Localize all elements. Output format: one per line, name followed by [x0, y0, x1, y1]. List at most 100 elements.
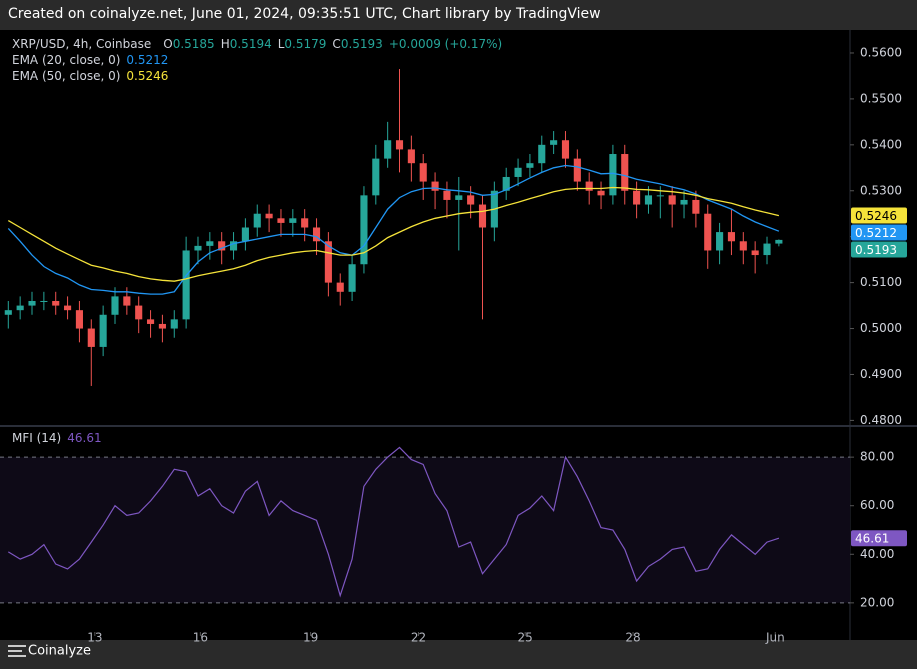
y-tick-label: 0.4900: [860, 367, 902, 381]
last-value-label: 0.5212: [855, 226, 897, 240]
y-tick-label: 0.5600: [860, 45, 902, 59]
candle-body: [751, 250, 759, 256]
candle-body: [668, 195, 676, 205]
candle-body: [324, 241, 332, 283]
ohlc-value: 0.5185: [173, 37, 215, 51]
candle-body: [633, 190, 641, 205]
ohlc-label: L: [278, 37, 285, 51]
ema-line: [7, 186, 780, 282]
ohlc-value: 0.5179: [284, 37, 326, 51]
candle-body: [419, 163, 427, 182]
footer-bar: [0, 640, 917, 669]
candle-body: [656, 195, 664, 197]
last-value-label-bg: [851, 224, 907, 241]
ohlc-value: 0.5194: [230, 37, 272, 51]
ema-line: [7, 164, 780, 295]
candle-body: [692, 199, 700, 214]
candle-body: [253, 213, 261, 228]
candle-body: [277, 218, 285, 223]
candle-body: [289, 218, 297, 223]
candle-body: [763, 243, 771, 256]
y-tick-label: 0.5300: [860, 183, 902, 197]
candle-body: [147, 319, 155, 324]
candle-body: [716, 232, 724, 251]
candle-body: [87, 328, 95, 347]
y-tick-label: 0.5100: [860, 275, 902, 289]
legend-ema-name: EMA (50, close, 0): [12, 69, 120, 83]
candle-body: [704, 213, 712, 251]
candle-body: [28, 300, 36, 306]
last-value-label: 0.5246: [855, 209, 897, 223]
brand-icon: [8, 645, 26, 657]
legend-title: XRP/USD, 4h, Coinbase: [12, 37, 151, 51]
candle-body: [478, 204, 487, 228]
candle-body: [170, 319, 178, 329]
candle-body: [372, 158, 380, 196]
candle-body: [526, 163, 534, 168]
candle-body: [40, 300, 48, 302]
x-tick-label: 22: [411, 631, 426, 645]
candle-body: [111, 296, 119, 315]
y-tick-label: 0.5000: [860, 321, 902, 335]
x-tick-label: 28: [625, 631, 640, 645]
candle-body: [644, 195, 653, 205]
candle-body: [75, 310, 83, 329]
y-tick-label: 20.00: [860, 595, 894, 609]
candle-body: [727, 232, 736, 242]
candle-body: [455, 195, 463, 200]
last-value-label: 0.5193: [855, 243, 897, 257]
candle-body: [206, 241, 214, 246]
x-tick-label: 13: [87, 631, 102, 645]
candle-body: [443, 190, 451, 200]
candle-body: [538, 144, 546, 164]
legend-change: +0.0009 (+0.17%): [389, 37, 502, 51]
mfi-band: [0, 457, 850, 603]
candle-body: [336, 282, 344, 292]
y-tick-label: 40.00: [860, 547, 894, 561]
legend-ema-value: 0.5212: [126, 53, 168, 67]
legend-mfi-name: MFI (14): [12, 431, 61, 445]
candle-body: [52, 300, 60, 306]
candle-body: [739, 241, 747, 251]
candle-body: [573, 158, 581, 182]
candle-body: [585, 181, 593, 191]
x-tick-label: 16: [193, 631, 208, 645]
candle-body: [99, 314, 107, 347]
candle-body: [312, 227, 321, 242]
candle-body: [4, 310, 12, 315]
last-value-label-bg: [851, 530, 907, 547]
brand[interactable]: Coinalyze: [28, 644, 91, 659]
y-tick-label: 0.5500: [860, 91, 902, 105]
x-tick-label: Jun: [765, 631, 785, 645]
ohlc-label: H: [221, 37, 230, 51]
legend-mfi-value: 46.61: [67, 431, 101, 445]
candle-body: [123, 296, 131, 306]
legend-ema: EMA (50, close, 0) 0.5246: [12, 69, 168, 83]
candle-body: [561, 140, 570, 159]
header-text: Created on coinalyze.net, June 01, 2024,…: [8, 6, 601, 22]
candle-body: [395, 140, 404, 150]
candle-body: [158, 323, 166, 329]
legend-ohlc: XRP/USD, 4h, Coinbase O0.5185 H0.5194 L0.51…: [12, 37, 502, 51]
candle-body: [407, 149, 415, 164]
candle-body: [431, 181, 439, 191]
legend-ema-value: 0.5246: [126, 69, 168, 83]
candle-body: [360, 195, 368, 265]
last-value-label: 46.61: [855, 532, 889, 546]
candle-body: [775, 239, 783, 244]
candle-body: [218, 241, 226, 251]
candle-body: [229, 241, 238, 251]
mfi-line: [7, 446, 780, 598]
ohlc-label: O: [163, 37, 172, 51]
candle-body: [194, 245, 202, 251]
last-value-label-bg: [851, 207, 907, 224]
y-tick-label: 60.00: [860, 498, 894, 512]
candle-body: [514, 167, 522, 177]
top-bar: [0, 0, 917, 30]
legend-ema: EMA (20, close, 0) 0.5212: [12, 53, 168, 67]
candle-body: [64, 305, 72, 311]
candle-body: [182, 250, 190, 320]
candle-body: [680, 199, 688, 205]
ohlc-label: C: [332, 37, 340, 51]
x-tick-label: 19: [303, 631, 318, 645]
